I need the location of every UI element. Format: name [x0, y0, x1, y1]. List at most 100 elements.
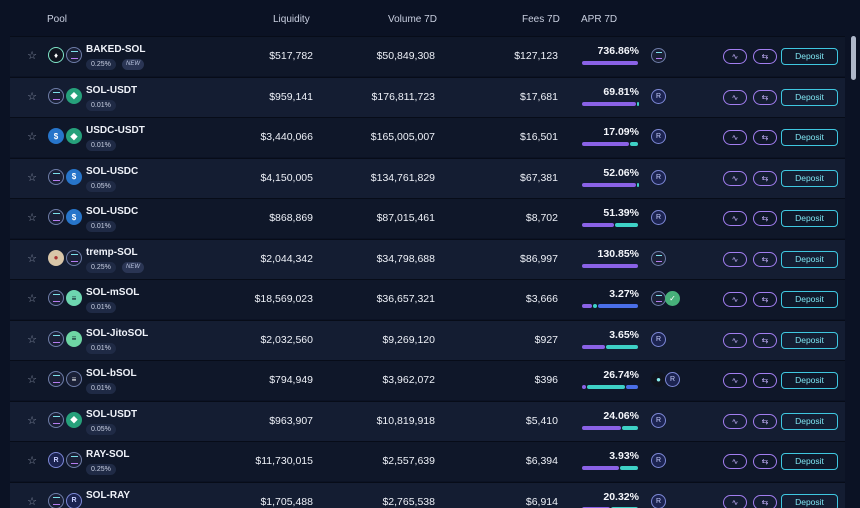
deposit-button[interactable]: Deposit — [781, 453, 838, 470]
chart-icon-button[interactable]: ∿ — [723, 292, 747, 307]
tremp-token-icon: ● — [48, 249, 64, 266]
star-icon[interactable]: ☆ — [27, 90, 37, 103]
swap-icon-button[interactable]: ⇆ — [753, 211, 777, 226]
table-row[interactable]: ☆ ◆ SOL-USDT 0.01% $959,141 $176,811,723 $17,6… — [10, 76, 845, 117]
apr-breakdown-bar — [582, 223, 639, 227]
deposit-button[interactable]: Deposit — [781, 88, 838, 106]
sol-token-icon — [66, 249, 82, 266]
pool-name: RAY-SOL — [86, 449, 130, 460]
apr-bar-segment — [586, 385, 626, 389]
fees-value: $67,381 — [520, 171, 558, 184]
apr-bar-segment — [582, 425, 621, 430]
table-row[interactable]: ☆ ≡ SOL-JitoSOL 0.01% $2,032,560 $9,269,120 $9… — [10, 319, 845, 360]
apr-bar-segment — [582, 263, 638, 268]
chart-icon-button[interactable]: ∿ — [723, 413, 747, 429]
fees-value: $6,914 — [525, 495, 558, 508]
deposit-button[interactable]: Deposit — [781, 250, 838, 268]
table-row[interactable]: ☆ ◆ SOL-USDT 0.05% $963,907 $10,819,918 $5,410… — [10, 400, 845, 441]
col-liquidity[interactable]: Liquidity — [273, 14, 310, 25]
deposit-button[interactable]: Deposit — [781, 372, 838, 389]
table-row[interactable]: ☆ ≡ SOL-bSOL 0.01% $794,949 $3,962,072 $396 26.… — [10, 360, 845, 400]
table-row[interactable]: ☆ $ ◆ USDC-USDT 0.01% $3,440,066 $165,005,007 $… — [10, 117, 845, 157]
swap-icon-button[interactable]: ⇆ — [753, 494, 777, 508]
star-icon[interactable]: ☆ — [27, 212, 37, 224]
volume-value: $134,761,829 — [370, 171, 435, 184]
chart-icon-button[interactable]: ∿ — [723, 89, 747, 105]
liquidity-value: $4,150,005 — [260, 171, 313, 184]
fee-tier-badge: 0.05% — [86, 423, 116, 435]
sol-token-icon — [48, 209, 64, 225]
star-icon[interactable]: ☆ — [27, 495, 37, 508]
deposit-button[interactable]: Deposit — [781, 412, 838, 430]
chart-icon-button[interactable]: ∿ — [723, 211, 747, 226]
chart-icon-button[interactable]: ∿ — [723, 49, 747, 64]
swap-icon-button[interactable]: ⇆ — [753, 170, 777, 186]
table-row[interactable]: ☆ R SOL-RAY $1,705,488 $2,765,538 $6,914 20.32… — [10, 481, 845, 508]
swap-icon-button[interactable]: ⇆ — [753, 454, 777, 469]
fee-tier-badge: 0.01% — [86, 302, 116, 313]
apr-bar-segment — [582, 506, 610, 508]
deposit-button[interactable]: Deposit — [781, 331, 838, 349]
star-icon[interactable]: ☆ — [27, 252, 37, 265]
swap-icon-button[interactable]: ⇆ — [753, 332, 777, 348]
star-icon[interactable]: ☆ — [27, 333, 37, 346]
apr-bar-segment — [582, 344, 605, 349]
apr-breakdown-bar — [582, 344, 639, 349]
deposit-button[interactable]: Deposit — [781, 169, 838, 187]
swap-icon-button[interactable]: ⇆ — [753, 292, 777, 307]
chart-icon-button[interactable]: ∿ — [723, 251, 747, 267]
table-row[interactable]: ☆ ≡ SOL-mSOL 0.01% $18,569,023 $36,657,321 $3,… — [10, 279, 845, 319]
deposit-button[interactable]: Deposit — [781, 210, 838, 227]
star-icon[interactable]: ☆ — [27, 50, 37, 62]
col-pool[interactable]: Pool — [47, 14, 68, 25]
deposit-button[interactable]: Deposit — [781, 129, 838, 146]
chart-icon-button[interactable]: ∿ — [723, 332, 747, 348]
scrollbar[interactable] — [851, 36, 856, 80]
reward-green-icon: ✓ — [665, 291, 680, 306]
chart-icon-button[interactable]: ∿ — [723, 494, 747, 508]
star-icon[interactable]: ☆ — [27, 455, 37, 467]
chart-icon-button[interactable]: ∿ — [723, 373, 747, 388]
star-icon[interactable]: ☆ — [27, 374, 37, 386]
volume-value: $3,962,072 — [382, 374, 435, 386]
table-row[interactable]: ☆ ● tremp-SOL 0.25% NEW $2,044,342 $34,798,688… — [10, 238, 845, 279]
swap-icon-button[interactable]: ⇆ — [753, 49, 777, 64]
col-apr[interactable]: APR 7D — [581, 14, 618, 25]
table-row[interactable]: ☆ $ SOL-USDC 0.01% $868,869 $87,015,461 $8,702… — [10, 198, 845, 238]
sol-token-icon — [66, 47, 82, 63]
star-icon[interactable]: ☆ — [27, 414, 37, 427]
swap-icon-button[interactable]: ⇆ — [753, 251, 777, 267]
pool-name: SOL-mSOL — [86, 287, 140, 298]
col-volume[interactable]: Volume 7D — [388, 14, 437, 25]
deposit-button[interactable]: Deposit — [781, 493, 838, 508]
pool-name: SOL-bSOL — [86, 368, 137, 379]
star-icon[interactable]: ☆ — [27, 293, 37, 305]
table-row[interactable]: ☆ ♦ BAKED-SOL 0.25% NEW $517,782 $50,849,308 $1… — [10, 36, 845, 76]
volume-value: $165,005,007 — [370, 131, 435, 143]
fees-value: $6,394 — [525, 455, 558, 467]
swap-icon-button[interactable]: ⇆ — [753, 413, 777, 429]
col-fees[interactable]: Fees 7D — [522, 14, 560, 25]
bk-token-icon: ♦ — [48, 47, 64, 63]
chart-icon-button[interactable]: ∿ — [723, 170, 747, 186]
pool-name: USDC-USDT — [86, 125, 145, 136]
apr-bar-segment — [626, 385, 638, 389]
deposit-button[interactable]: Deposit — [781, 48, 838, 65]
table-row[interactable]: ☆ R RAY-SOL 0.25% $11,730,015 $2,557,639 $6,39… — [10, 441, 845, 481]
table-row[interactable]: ☆ $ SOL-USDC 0.05% $4,150,005 $134,761,829 $67… — [10, 157, 845, 198]
fees-value: $16,501 — [520, 131, 558, 143]
swap-icon-button[interactable]: ⇆ — [753, 373, 777, 388]
star-icon[interactable]: ☆ — [27, 171, 37, 184]
reward-ray-icon: R — [651, 88, 666, 104]
swap-icon-button[interactable]: ⇆ — [753, 89, 777, 105]
fee-tier-badge: 0.25% — [86, 59, 116, 70]
swap-icon-button[interactable]: ⇆ — [753, 130, 777, 145]
deposit-button[interactable]: Deposit — [781, 291, 838, 308]
star-icon[interactable]: ☆ — [27, 131, 37, 143]
apr-breakdown-bar — [582, 466, 639, 470]
fees-value: $8,702 — [525, 212, 558, 224]
reward-ray-icon: R — [651, 412, 666, 428]
chart-icon-button[interactable]: ∿ — [723, 454, 747, 469]
chart-icon-button[interactable]: ∿ — [723, 130, 747, 145]
msol-token-icon: ≡ — [66, 290, 82, 306]
